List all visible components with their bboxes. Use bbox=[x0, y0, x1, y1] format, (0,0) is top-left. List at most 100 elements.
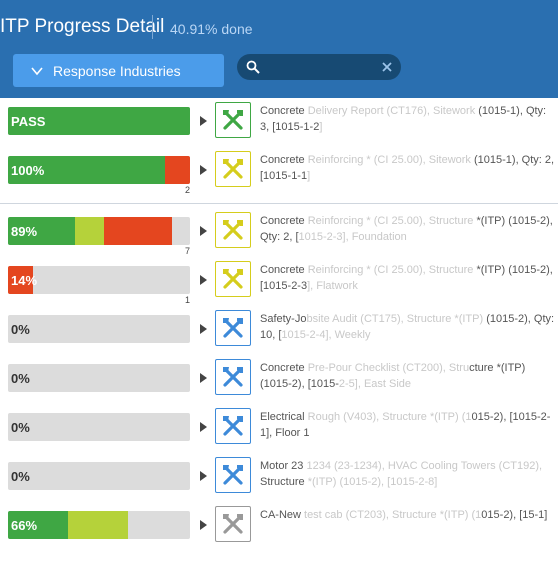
description-part: Pre-Pour Checklist (CT200), Stru bbox=[304, 362, 470, 374]
progress-label: 0% bbox=[11, 469, 30, 484]
description-part: Concrete bbox=[260, 154, 305, 166]
inspection-type-icon-box[interactable] bbox=[215, 408, 251, 444]
description-part: Reinforcing * (CI 25.00), Structure bbox=[304, 215, 474, 227]
inspection-type-icon-box[interactable] bbox=[215, 457, 251, 493]
dropdown-label: Response Industries bbox=[53, 62, 181, 79]
progress-segment bbox=[8, 156, 165, 184]
progress-segment bbox=[8, 266, 34, 294]
inspection-type-icon-box[interactable] bbox=[215, 151, 251, 187]
clear-search-icon[interactable] bbox=[381, 61, 393, 73]
description-part: Rough (V403), Structure *(ITP) (1 bbox=[304, 411, 472, 423]
description-part: Reinforcing * (CI 25.00), Structure bbox=[304, 264, 474, 276]
inspection-type-icon-box[interactable] bbox=[215, 506, 251, 542]
itp-row[interactable]: 0% Safety-Jobsite Audit (CT175), Structur… bbox=[0, 306, 558, 354]
description-part: *(ITP) (1015-2), Qty: 2, [ bbox=[260, 215, 553, 243]
description-part: test cab (CT203), Structure *(ITP) (1 bbox=[300, 509, 482, 521]
itp-row[interactable]: 0% Electrical Rough (V403), Structure *(I… bbox=[0, 404, 558, 452]
expand-arrow-icon[interactable] bbox=[200, 471, 207, 481]
itp-description[interactable]: Motor 23 1234 (23-1234), HVAC Cooling To… bbox=[260, 458, 555, 490]
tools-icon bbox=[223, 318, 243, 338]
expand-arrow-icon[interactable] bbox=[200, 226, 207, 236]
itp-description[interactable]: Electrical Rough (V403), Structure *(ITP… bbox=[260, 409, 555, 441]
expand-arrow-icon[interactable] bbox=[200, 373, 207, 383]
description-part: 1015-2-3], Foundation bbox=[298, 231, 407, 243]
description-part: (1015-1), Qty: 2, [1015-1-1 bbox=[260, 154, 555, 182]
section-divider bbox=[0, 203, 558, 204]
itp-description[interactable]: Concrete Pre-Pour Checklist (CT200), Str… bbox=[260, 360, 555, 392]
expand-arrow-icon[interactable] bbox=[200, 324, 207, 334]
description-part: ], Flatwork bbox=[307, 280, 358, 292]
itp-row[interactable]: 0% Concrete Pre-Pour Checklist (CT200), S… bbox=[0, 355, 558, 403]
progress-label: 0% bbox=[11, 322, 30, 337]
issue-count: 2 bbox=[184, 185, 190, 195]
description-part: Reinforcing * (CI 25.00), Sitework bbox=[304, 154, 471, 166]
tools-icon bbox=[223, 110, 243, 130]
progress-segment bbox=[8, 511, 69, 539]
percent-done: 40.91% done bbox=[170, 21, 253, 37]
itp-description[interactable]: Safety-Jobsite Audit (CT175), Structure … bbox=[260, 311, 555, 343]
description-part: 015-2), [15-1] bbox=[481, 509, 548, 521]
description-part: Motor 23 bbox=[260, 460, 304, 472]
expand-arrow-icon[interactable] bbox=[200, 520, 207, 530]
expand-arrow-icon[interactable] bbox=[200, 275, 207, 285]
inspection-type-icon-box[interactable] bbox=[215, 261, 251, 297]
itp-row[interactable]: 14% 1 Concrete Reinforcing * (CI 25.00), S… bbox=[0, 257, 558, 305]
itp-row[interactable]: 89% 7 Concrete Reinforcing * (CI 25.00), S… bbox=[0, 208, 558, 256]
issue-count: 1 bbox=[184, 295, 190, 305]
expand-arrow-icon[interactable] bbox=[200, 116, 207, 126]
progress-bar: PASS bbox=[8, 107, 190, 135]
chevron-down-icon bbox=[31, 66, 43, 75]
description-part: Safety-Jo bbox=[260, 313, 307, 325]
itp-description[interactable]: Concrete Delivery Report (CT176), Sitewo… bbox=[260, 103, 555, 135]
description-part: *(ITP) (1015-2), [1015-2-3 bbox=[260, 264, 553, 292]
company-dropdown-button[interactable]: Response Industries bbox=[13, 54, 224, 87]
description-part: CA-New bbox=[260, 509, 301, 521]
description-part: Concrete bbox=[260, 105, 305, 117]
itp-row[interactable]: 66% CA-New test cab (CT203), Structure *(… bbox=[0, 502, 558, 550]
inspection-type-icon-box[interactable] bbox=[215, 359, 251, 395]
itp-description[interactable]: Concrete Reinforcing * (CI 25.00), Struc… bbox=[260, 213, 555, 245]
description-part: cture *(ITP) (1015-2), [1015- bbox=[260, 362, 526, 390]
description-part: (1015-1), Qty: 3, [1015-1-2 bbox=[260, 105, 547, 133]
progress-label: 0% bbox=[11, 371, 30, 386]
tools-icon bbox=[223, 514, 243, 534]
description-part: *(ITP) (1015-2), [1015-2-8] bbox=[304, 476, 438, 488]
progress-label: PASS bbox=[11, 114, 46, 129]
description-part: Delivery Report (CT176), Sitework bbox=[304, 105, 476, 117]
description-part: Concrete bbox=[260, 362, 305, 374]
tools-icon bbox=[223, 465, 243, 485]
inspection-type-icon-box[interactable] bbox=[215, 310, 251, 346]
itp-row[interactable]: 100% 2 Concrete Reinforcing * (CI 25.00), … bbox=[0, 147, 558, 195]
progress-label: 0% bbox=[11, 420, 30, 435]
tools-icon bbox=[223, 367, 243, 387]
progress-bar: 0% bbox=[8, 413, 190, 441]
progress-label: 66% bbox=[11, 518, 38, 533]
description-part: ] bbox=[319, 121, 323, 133]
progress-label: 100% bbox=[11, 163, 45, 178]
search-icon bbox=[246, 60, 260, 74]
progress-bar: 100% bbox=[8, 156, 190, 184]
itp-description[interactable]: Concrete Reinforcing * (CI 25.00), Struc… bbox=[260, 262, 555, 294]
search-input[interactable] bbox=[265, 58, 375, 76]
progress-bar: 66% bbox=[8, 511, 190, 539]
inspection-type-icon-box[interactable] bbox=[215, 102, 251, 138]
description-part: 015-2), [1015-2-1], Floor 1 bbox=[260, 411, 551, 439]
progress-label: 89% bbox=[11, 224, 38, 239]
progress-bar: 0% bbox=[8, 364, 190, 392]
page-title: ITP Progress Detail bbox=[0, 16, 165, 37]
description-part: 1234 (23-1234), HVAC Cooling Towers (CT1… bbox=[303, 460, 543, 472]
expand-arrow-icon[interactable] bbox=[200, 422, 207, 432]
itp-description[interactable]: CA-New test cab (CT203), Structure *(ITP… bbox=[260, 507, 555, 523]
inspection-type-icon-box[interactable] bbox=[215, 212, 251, 248]
progress-segment bbox=[104, 217, 172, 245]
itp-row[interactable]: 0% Motor 23 1234 (23-1234), HVAC Cooling … bbox=[0, 453, 558, 501]
description-part: 2-5], East Side bbox=[338, 378, 412, 390]
search-box[interactable] bbox=[237, 54, 401, 80]
expand-arrow-icon[interactable] bbox=[200, 165, 207, 175]
tools-icon bbox=[223, 220, 243, 240]
description-part: Concrete bbox=[260, 215, 305, 227]
progress-bar: 14% bbox=[8, 266, 190, 294]
progress-label: 14% bbox=[11, 273, 38, 288]
itp-description[interactable]: Concrete Reinforcing * (CI 25.00), Sitew… bbox=[260, 152, 555, 184]
itp-row[interactable]: PASS Concrete Delivery Report (CT176), Si… bbox=[0, 98, 558, 146]
